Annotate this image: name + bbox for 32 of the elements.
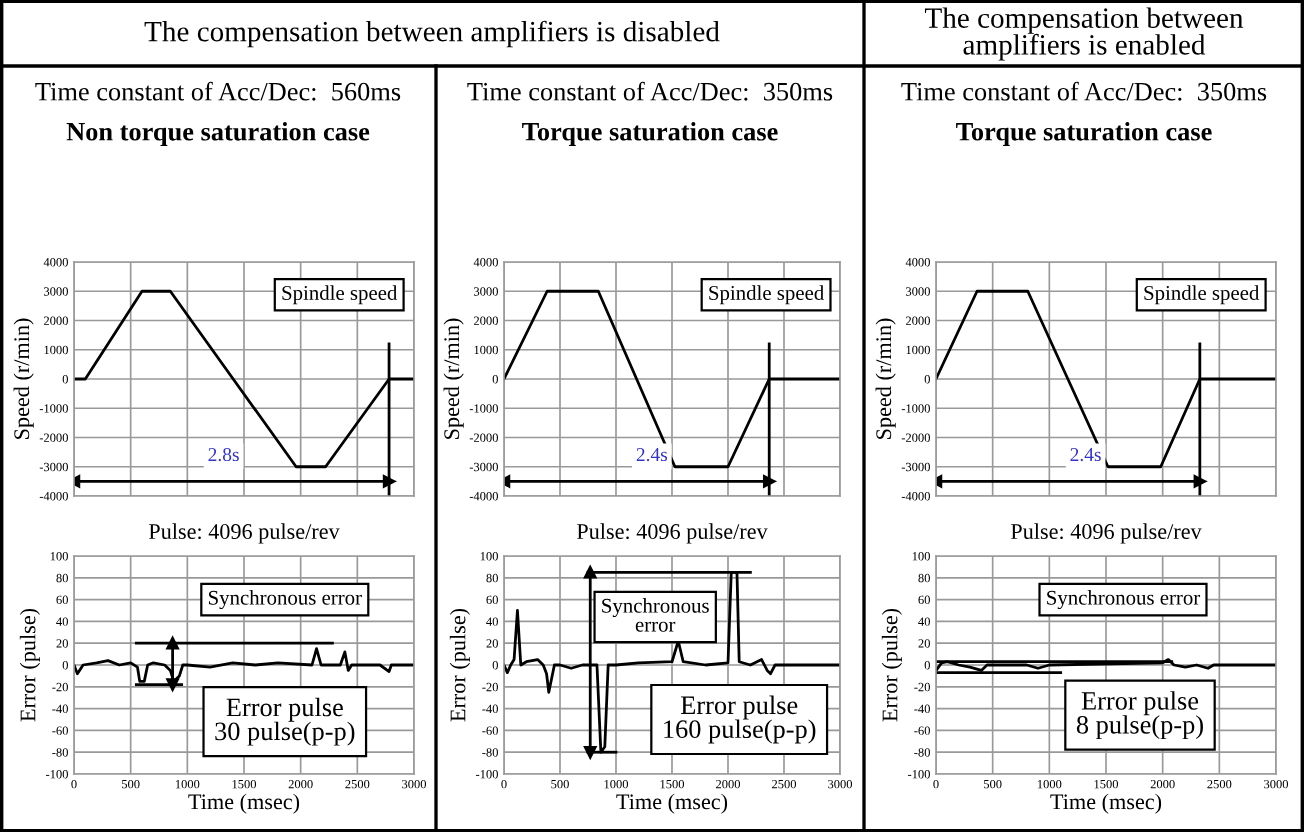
text: Pulse: 4096 pulse/rev [148,523,340,544]
annotation: Spindle speed [282,285,398,305]
annotation: 2.8s [208,447,239,462]
chart-subtitle: Non torque saturation case [66,122,370,146]
chart-title: Time constant of Acc/Dec: 350ms [901,81,1267,101]
annotation: Error pulse 30 pulse(p-p) [215,697,355,746]
text: Pulse: 4096 pulse/rev [576,523,768,544]
annotation: 2.4s [1070,448,1101,462]
y-axis-title: Speed (r/min) [443,318,464,439]
annotation: 2.4s [636,448,668,462]
annotation: Synchronous error [602,598,709,632]
x-axis-title: Time (msec) [188,793,300,814]
x-axis-title: Time (msec) [616,793,728,814]
y-axis-title: Error (pulse) [881,608,902,722]
text: The compensation between amplifiers is disabled [144,20,720,48]
annotation: Synchronous error [208,590,362,610]
chart-title: Time constant of Acc/Dec: 560ms [35,81,401,101]
annotation: Error pulse 160 pulse(p-p) [664,695,816,744]
annotation: Error pulse 8 pulse(p-p) [1076,691,1203,740]
text: Pulse: 4096 pulse/rev [1010,523,1202,544]
chart-title: Time constant of Acc/Dec: 350ms [467,81,833,101]
chart-subtitle: Torque saturation case [522,122,778,146]
text: The compensation between amplifiers is enabled [924,7,1244,61]
chart-subtitle: Torque saturation case [956,122,1212,146]
y-axis-title: Speed (r/min) [13,318,34,439]
y-axis-title: Error (pulse) [449,608,470,722]
annotation: Synchronous error [1047,590,1201,610]
annotation: Spindle speed [1144,285,1260,305]
x-axis-title: Time (msec) [1050,793,1162,814]
y-axis-title: Speed (r/min) [875,318,896,439]
annotation: Spindle speed [709,285,824,305]
y-axis-title: Error (pulse) [19,608,40,722]
